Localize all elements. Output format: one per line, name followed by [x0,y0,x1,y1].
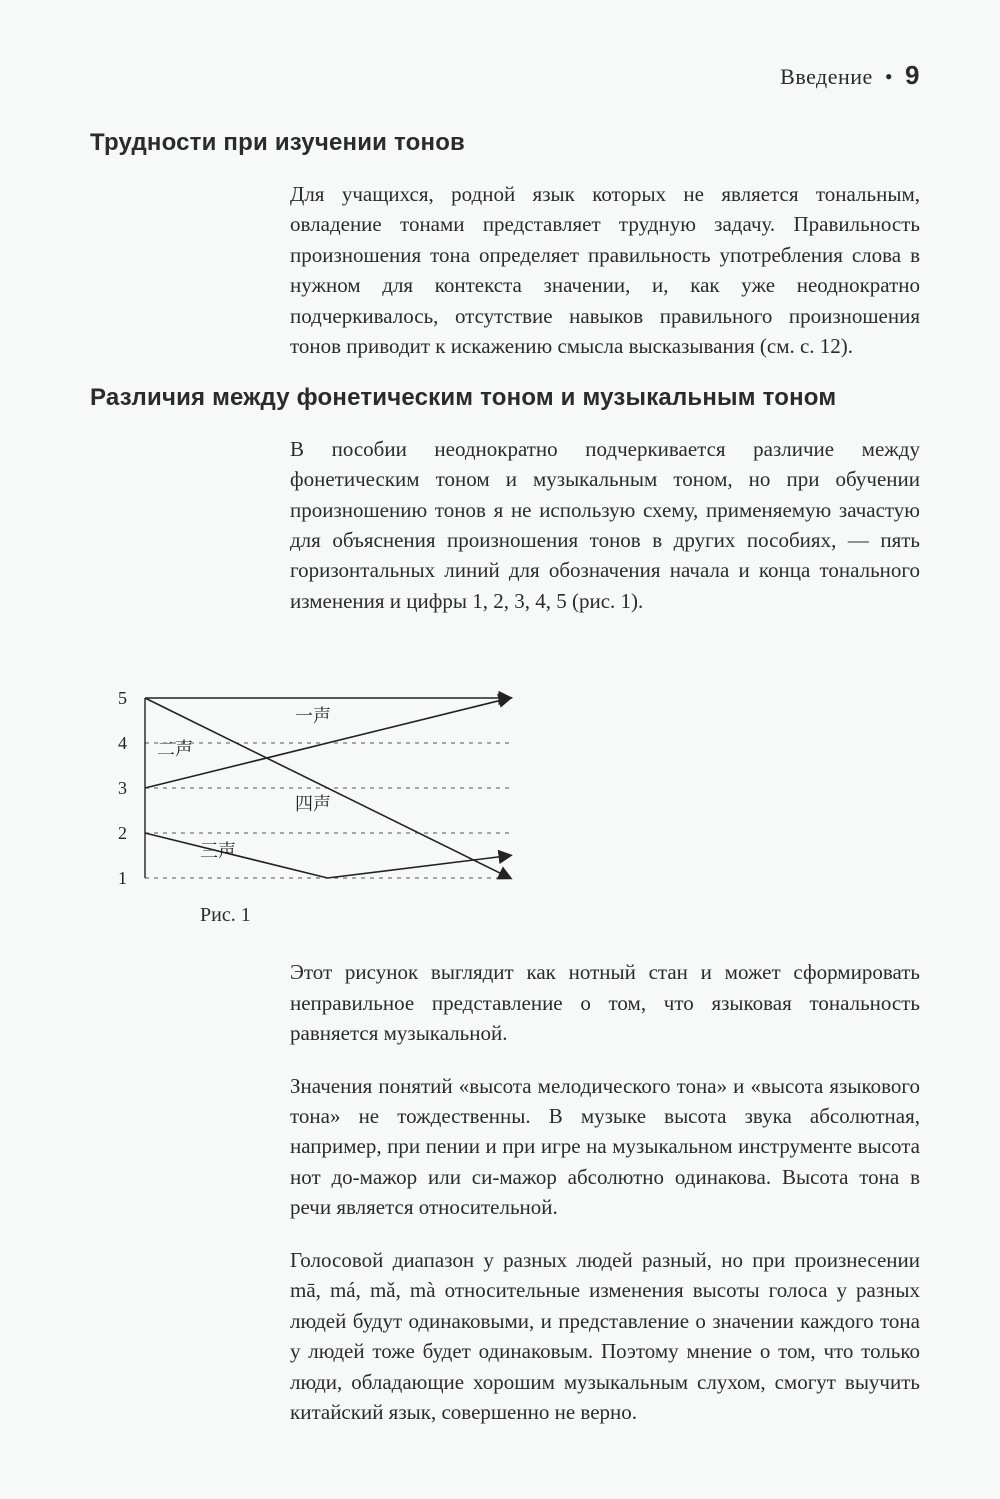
running-head: Введение • 9 [90,60,920,91]
figure-tone-chart: 5 4 3 2 1 一声二声四声三声 Рис. 1 [90,638,920,927]
page: Введение • 9 Трудности при изучении тоно… [0,0,1000,1499]
tone-chart-svg: 5 4 3 2 1 一声二声四声三声 [90,638,520,898]
running-head-text: Введение [780,64,873,89]
body-column-2: В пособии неоднократно подчеркивается ра… [290,434,920,617]
page-number: 9 [905,60,920,90]
svg-text:一声: 一声 [295,702,331,728]
section-heading-phonetic-vs-musical: Различия между фонетическим тоном и музы… [90,384,920,412]
section-heading-difficulties: Трудности при изучении тонов [90,129,920,157]
para-difficulties-1: Для учащихся, родной язык которых не явл… [290,179,920,362]
para-phonmus-3: Значения понятий «высота мелодического т… [290,1071,920,1223]
para-phonmus-2: Этот рисунок выглядит как нотный стан и … [290,957,920,1048]
body-column-3: Этот рисунок выглядит как нотный стан и … [290,957,920,1427]
para-phonmus-4: Голосовой диапазон у разных людей разный… [290,1245,920,1428]
svg-text:四声: 四声 [295,790,331,816]
para-phonmus-1: В пособии неоднократно подчеркивается ра… [290,434,920,617]
svg-text:4: 4 [118,733,127,753]
running-head-sep: • [885,64,893,89]
svg-text:1: 1 [118,868,127,888]
svg-text:2: 2 [118,823,127,843]
figure-caption: Рис. 1 [200,904,920,927]
svg-text:三声: 三声 [200,837,236,863]
svg-text:3: 3 [118,778,127,798]
svg-text:5: 5 [118,688,127,708]
svg-text:二声: 二声 [157,735,193,761]
body-column-1: Для учащихся, родной язык которых не явл… [290,179,920,362]
